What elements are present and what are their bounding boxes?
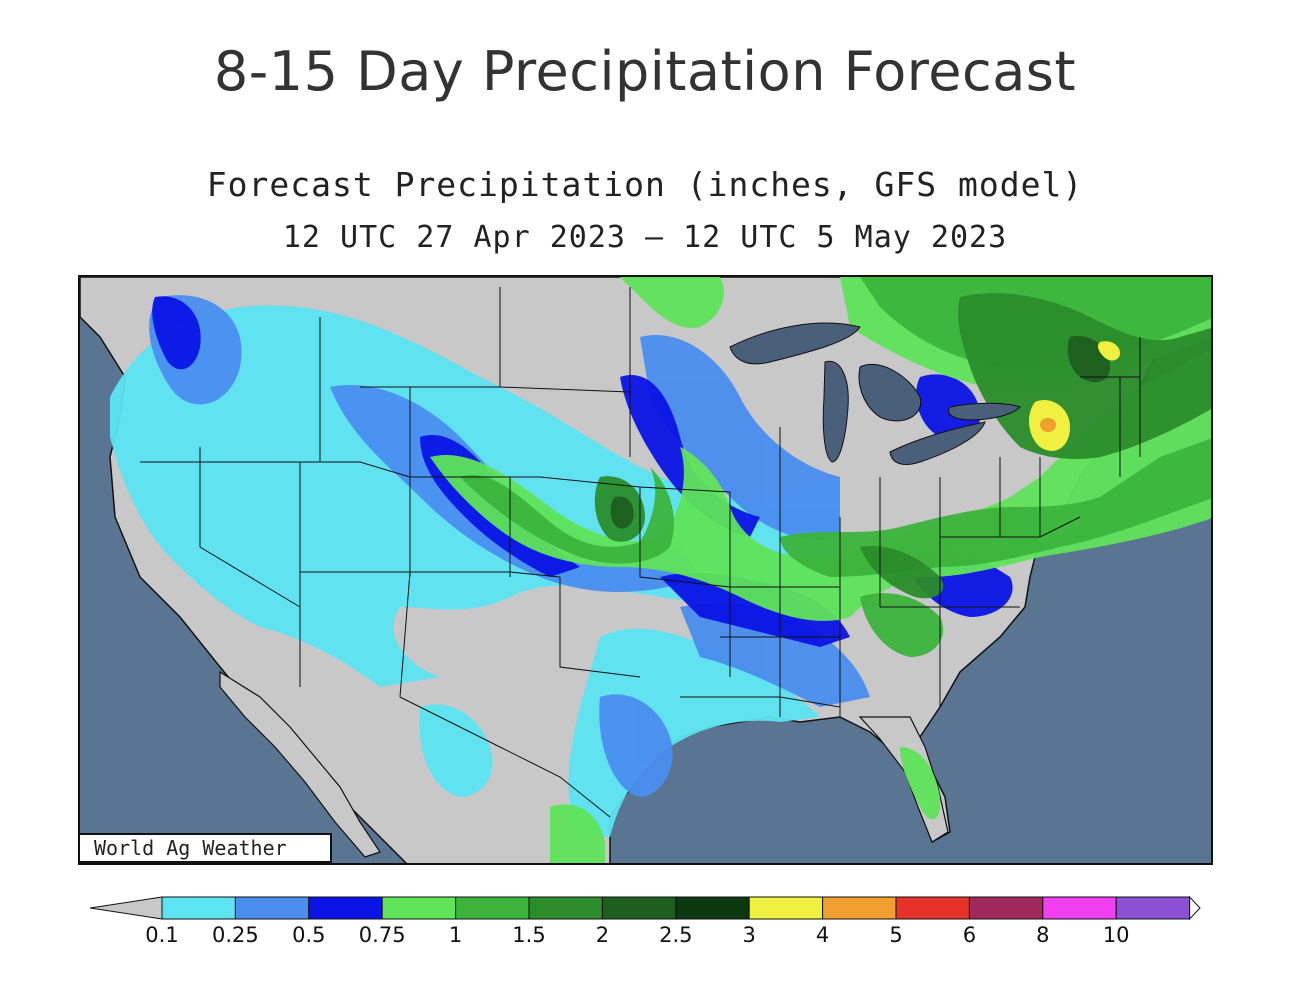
legend-label: 0.5 (292, 923, 326, 947)
great-lakes (729, 322, 1021, 465)
legend-label: 3 (742, 923, 756, 947)
legend-label: 1 (448, 923, 463, 947)
legend-label: 5 (889, 923, 903, 947)
map-canvas (80, 277, 1211, 863)
map-date-range: 12 UTC 27 Apr 2023 – 12 UTC 5 May 2023 (282, 220, 1008, 255)
legend-swatch (1042, 896, 1117, 920)
legend-label: 8 (1036, 923, 1050, 947)
legend-label: 4 (815, 923, 830, 947)
page-title: 8-15 Day Precipitation Forecast (213, 40, 1077, 103)
legend-label: 0.75 (358, 923, 406, 947)
legend-swatch (748, 896, 824, 920)
legend-swatch (455, 896, 530, 920)
legend-swatch (1115, 896, 1191, 920)
legend-label: 10 (1102, 923, 1130, 947)
map-title: Forecast Precipitation (inches, GFS mode… (206, 165, 1084, 204)
legend-swatch (895, 896, 970, 920)
legend-bar (89, 895, 1201, 921)
legend-swatch (308, 896, 383, 920)
legend-label: 0.1 (145, 923, 179, 947)
credit-label: World Ag Weather (78, 833, 332, 863)
baja-peninsula (219, 670, 381, 858)
color-legend: 0.1 0.25 0.5 0.75 1 1.5 2 2.5 3 4 5 6 8 10 (86, 893, 1206, 953)
legend-swatch (381, 896, 457, 920)
legend-label: 6 (962, 923, 977, 947)
precipitation-map (78, 275, 1213, 865)
legend-swatch (161, 896, 236, 920)
legend-label: 1.5 (512, 923, 546, 947)
legend-swatch (675, 896, 750, 920)
legend-above-arrow (1189, 895, 1201, 921)
legend-swatch (234, 896, 310, 920)
legend-swatch (528, 896, 603, 920)
legend-swatch (601, 896, 677, 920)
legend-label: 0.25 (212, 923, 259, 947)
legend-below-arrow (89, 896, 163, 920)
legend-swatch (822, 896, 897, 920)
legend-label: 2.5 (659, 923, 693, 947)
legend-swatch (968, 896, 1044, 920)
legend-label: 2 (595, 923, 610, 947)
state-borders (140, 287, 1141, 818)
precip-3-plus (1028, 341, 1120, 451)
